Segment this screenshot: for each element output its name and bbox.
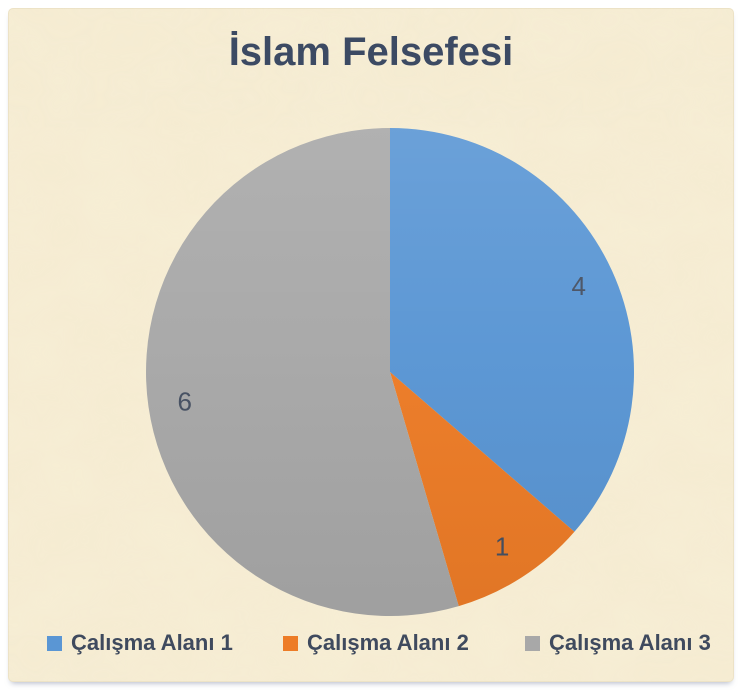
legend-swatch-orange	[283, 635, 298, 651]
legend-label-1: Çalışma Alanı 1	[71, 630, 233, 655]
legend-label-3: Çalışma Alanı 3	[549, 630, 711, 655]
chart-panel: İslam Felsefesi 4 1 6 Çalışma Alanı 1 Çalı…	[8, 8, 734, 682]
legend-swatch-gray	[525, 635, 540, 651]
legend-label-2: Çalışma Alanı 2	[307, 630, 469, 655]
pie-slice-2[interactable]	[390, 372, 575, 607]
legend-item-3[interactable]: Çalışma Alanı 3	[525, 630, 711, 656]
pie-data-label-3: 6	[177, 387, 191, 417]
legend-swatch-blue	[47, 635, 62, 651]
pie-slice-1[interactable]	[390, 127, 635, 532]
pie-data-label-2: 1	[495, 532, 509, 562]
pie-data-label-1: 4	[571, 271, 585, 301]
pie-chart: 4 1 6	[146, 127, 635, 617]
chart-title: İslam Felsefesi	[228, 30, 514, 74]
legend-item-2[interactable]: Çalışma Alanı 2	[283, 630, 469, 656]
legend-item-1[interactable]: Çalışma Alanı 1	[47, 630, 233, 656]
pie-slice-3[interactable]	[146, 128, 459, 617]
